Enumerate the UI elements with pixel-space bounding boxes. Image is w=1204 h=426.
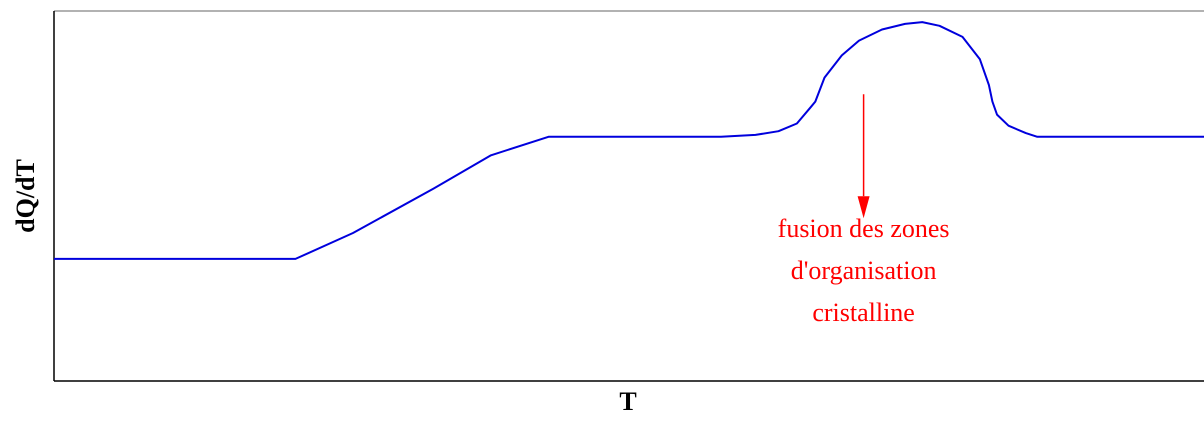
annotation-text-line-2: cristalline xyxy=(812,298,915,327)
annotation-layer: fusion des zones d'organisation cristallin… xyxy=(778,94,950,327)
plot-frame xyxy=(53,10,1204,382)
annotation-text-line-0: fusion des zones xyxy=(778,214,950,243)
annotation-text-line-1: d'organisation xyxy=(791,256,937,285)
y-axis-label: dQ/dT xyxy=(11,159,40,233)
annotation-arrowhead-0 xyxy=(857,196,870,219)
x-axis-label: T xyxy=(619,387,636,416)
series-layer xyxy=(54,21,1204,260)
series-line-0 xyxy=(54,21,1204,260)
